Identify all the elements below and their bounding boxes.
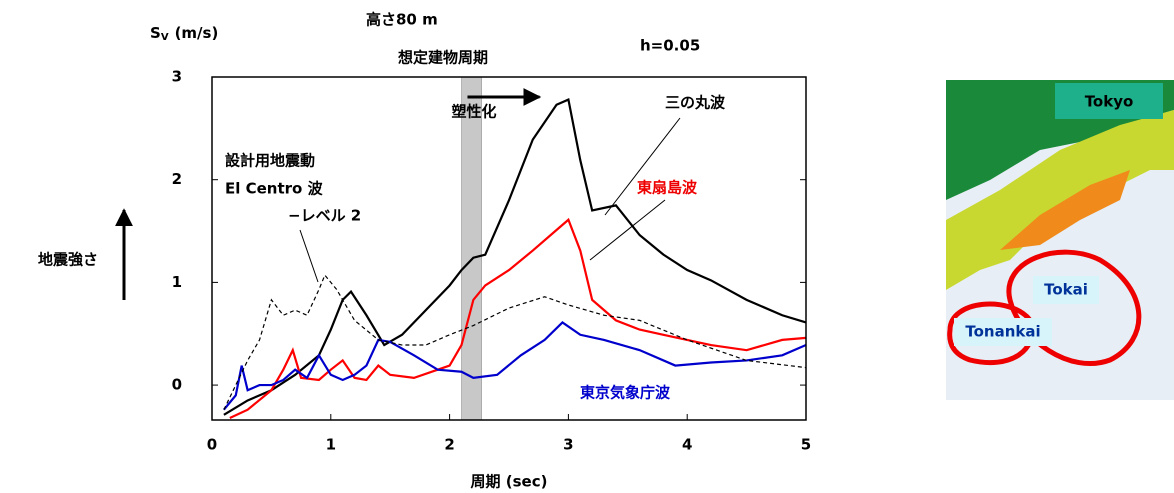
series-label: 東京気象庁波 bbox=[580, 384, 671, 402]
band bbox=[461, 77, 481, 420]
y-tick-label: 3 bbox=[172, 68, 182, 86]
x-tick-label: 5 bbox=[801, 436, 811, 454]
series-line bbox=[230, 220, 806, 418]
chart: SV(m/s) 高さ80 m 想定建物周期 h=0.05 地震強さ 周期 (se… bbox=[0, 0, 1174, 493]
x-tick-label: 4 bbox=[682, 436, 692, 454]
series-label: El Centro 波 bbox=[225, 180, 324, 198]
damping: h=0.05 bbox=[640, 37, 700, 55]
series-label: 三の丸波 bbox=[665, 94, 726, 112]
leader-line bbox=[605, 118, 680, 215]
series-label: 東扇島波 bbox=[637, 179, 698, 197]
band-label: 塑性化 bbox=[451, 103, 496, 121]
y-tick-label: 2 bbox=[172, 170, 182, 188]
map-label: Tokai bbox=[1044, 281, 1088, 299]
leader-line bbox=[300, 230, 318, 282]
x-tick-label: 2 bbox=[444, 436, 454, 454]
map-label: Tokyo bbox=[1085, 93, 1134, 111]
map-label: Tonankai bbox=[965, 323, 1040, 341]
series-line bbox=[224, 275, 806, 410]
x-tick-label: 0 bbox=[207, 436, 217, 454]
y-axis-label: SV(m/s) bbox=[150, 24, 218, 44]
y-tick-label: 0 bbox=[172, 376, 182, 394]
series-label: 設計用地震動 bbox=[225, 152, 315, 170]
y-tick-label: 1 bbox=[172, 273, 182, 291]
series-line bbox=[224, 100, 806, 415]
x-tick-label: 1 bbox=[326, 436, 336, 454]
map: Tokyo Tokai Tonankai bbox=[946, 80, 1174, 400]
series-label: −レベル 2 bbox=[288, 207, 361, 225]
title: 想定建物周期 bbox=[397, 49, 488, 67]
title: 高さ80 m bbox=[366, 11, 438, 29]
series-line bbox=[224, 322, 806, 409]
side-label: 地震強さ bbox=[38, 251, 98, 269]
x-axis-label: 周期 (sec) bbox=[471, 473, 548, 491]
x-tick-label: 3 bbox=[563, 436, 573, 454]
plot: 塑性化 0 1 2 3 4 5 0 1 2 3 bbox=[172, 68, 812, 454]
